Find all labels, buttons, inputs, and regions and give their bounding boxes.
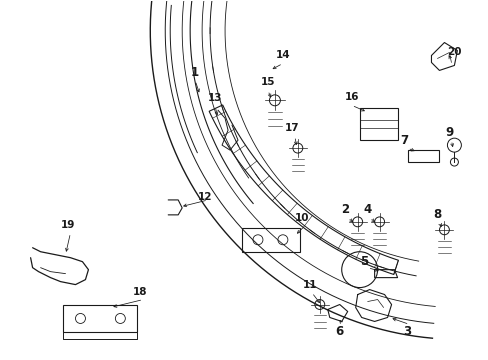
Text: 10: 10: [294, 213, 308, 223]
Text: 13: 13: [207, 93, 222, 103]
Bar: [242, 228, 299, 252]
Text: 19: 19: [60, 220, 75, 230]
Text: 14: 14: [275, 50, 289, 60]
Text: 2: 2: [340, 203, 348, 216]
Text: 4: 4: [363, 203, 371, 216]
Text: 20: 20: [446, 48, 461, 58]
Text: 16: 16: [344, 92, 358, 102]
Polygon shape: [209, 105, 398, 274]
Text: 9: 9: [445, 126, 452, 139]
Bar: [62, 305, 137, 332]
Text: 6: 6: [335, 325, 343, 338]
Text: 1: 1: [191, 66, 199, 79]
FancyBboxPatch shape: [359, 108, 397, 140]
Text: 15: 15: [260, 77, 275, 87]
Bar: [407, 150, 439, 162]
Text: 3: 3: [403, 325, 411, 338]
Text: 5: 5: [360, 255, 368, 268]
Text: 12: 12: [198, 192, 212, 202]
Text: 17: 17: [284, 123, 299, 133]
Text: 7: 7: [400, 134, 408, 147]
Text: 11: 11: [302, 280, 316, 289]
Text: 18: 18: [133, 287, 147, 297]
Text: 8: 8: [432, 208, 441, 221]
